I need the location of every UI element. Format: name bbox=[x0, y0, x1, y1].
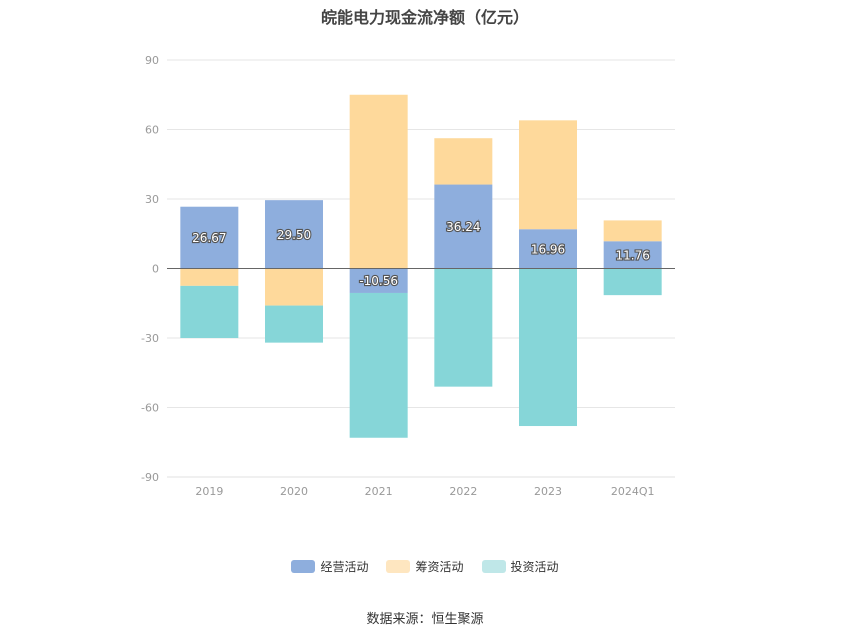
x-tick-label: 2019 bbox=[195, 485, 223, 498]
y-tick-label: -30 bbox=[141, 332, 159, 345]
chart-title: 皖能电力现金流净额（亿元） bbox=[320, 8, 529, 27]
x-tick-label: 2024Q1 bbox=[611, 485, 655, 498]
bar-segment bbox=[349, 292, 408, 438]
data-label: 16.96 bbox=[531, 242, 565, 256]
bar-segment bbox=[434, 138, 493, 185]
x-tick-label: 2023 bbox=[534, 485, 562, 498]
data-label: 11.76 bbox=[615, 248, 649, 262]
bar-segment bbox=[434, 268, 493, 387]
data-label: -10.56 bbox=[359, 274, 398, 288]
y-tick-label: 0 bbox=[152, 263, 159, 276]
legend-item-financing[interactable]: 筹资活动 bbox=[386, 558, 464, 575]
legend-swatch-investing bbox=[481, 560, 506, 573]
y-tick-label: 60 bbox=[145, 124, 159, 137]
x-tick-label: 2021 bbox=[365, 485, 393, 498]
legend-label-investing: 投资活动 bbox=[510, 560, 559, 574]
bar-segment bbox=[265, 200, 323, 269]
bar-segment bbox=[519, 268, 577, 427]
bar-segment bbox=[349, 268, 408, 293]
legend-item-operating[interactable]: 经营活动 bbox=[291, 558, 368, 575]
legend-swatch-financing bbox=[386, 560, 411, 573]
y-tick-label: 90 bbox=[145, 54, 159, 67]
bar-segment bbox=[434, 184, 493, 269]
bar-segment bbox=[603, 268, 662, 296]
bar-segment bbox=[519, 229, 577, 269]
bar-segment bbox=[265, 268, 323, 306]
legend: 经营活动 筹资活动 投资活动 bbox=[0, 558, 850, 575]
x-tick-label: 2022 bbox=[449, 485, 477, 498]
bar-segment bbox=[519, 120, 577, 230]
bar-segment bbox=[180, 206, 239, 269]
bar-segment bbox=[603, 220, 662, 242]
y-tick-label: -60 bbox=[141, 402, 159, 415]
y-tick-label: -90 bbox=[141, 471, 159, 484]
legend-label-financing: 筹资活动 bbox=[415, 560, 464, 574]
legend-label-operating: 经营活动 bbox=[320, 560, 369, 574]
legend-swatch-operating bbox=[291, 560, 316, 573]
bar-segment bbox=[180, 268, 239, 286]
bar-segment bbox=[603, 241, 662, 269]
data-label: 36.24 bbox=[446, 220, 480, 234]
x-tick-label: 2020 bbox=[280, 485, 308, 498]
data-label: 29.50 bbox=[277, 228, 311, 242]
y-tick-label: 30 bbox=[145, 193, 159, 206]
data-source: 数据来源：恒生聚源 bbox=[366, 612, 484, 627]
legend-item-investing[interactable]: 投资活动 bbox=[481, 558, 559, 575]
bar-segment bbox=[349, 94, 408, 269]
bar-segment bbox=[265, 305, 323, 343]
data-label: 26.67 bbox=[192, 231, 226, 245]
bar-segment bbox=[180, 285, 239, 338]
